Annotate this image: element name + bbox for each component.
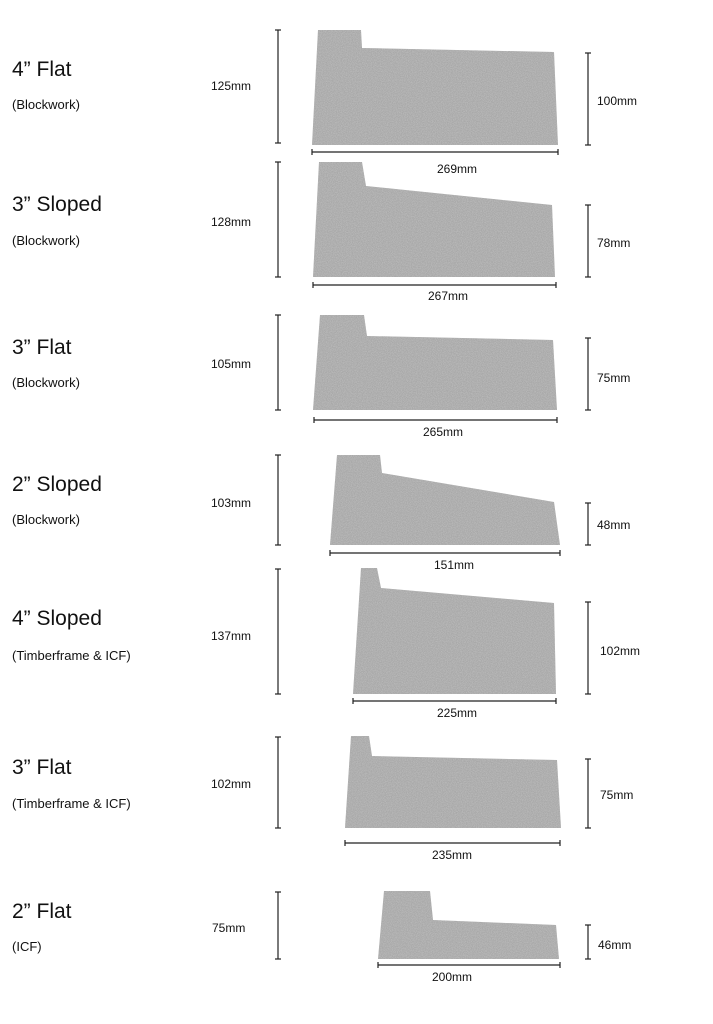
profile-subtitle: (ICF) xyxy=(12,939,42,954)
sill-profile-shape xyxy=(312,30,558,145)
left-height-label: 105mm xyxy=(211,357,252,371)
width-label: 265mm xyxy=(423,425,464,439)
profile-subtitle: (Blockwork) xyxy=(12,375,80,390)
profile-subtitle: (Timberframe & ICF) xyxy=(12,796,131,811)
sill-profile-shape xyxy=(378,891,559,959)
right-height-label: 48mm xyxy=(597,518,631,532)
profile-title: 4” Flat xyxy=(12,58,72,81)
sill-profile-shape xyxy=(330,455,560,545)
profile-subtitle: (Blockwork) xyxy=(12,512,80,527)
profile-title: 3” Flat xyxy=(12,336,72,359)
sill-profile-shape xyxy=(313,315,557,410)
width-label: 267mm xyxy=(428,289,469,303)
right-height-label: 102mm xyxy=(600,644,641,658)
left-height-label: 75mm xyxy=(212,921,246,935)
profile-subtitle: (Timberframe & ICF) xyxy=(12,648,131,663)
right-height-label: 75mm xyxy=(597,371,631,385)
profile-subtitle: (Blockwork) xyxy=(12,97,80,112)
width-label: 151mm xyxy=(434,558,475,572)
width-label: 235mm xyxy=(432,848,473,862)
width-label: 269mm xyxy=(437,162,478,176)
right-height-label: 46mm xyxy=(598,938,632,952)
profile-title: 4” Sloped xyxy=(12,607,102,630)
left-height-label: 137mm xyxy=(211,629,252,643)
sill-profile-shape xyxy=(313,162,555,277)
left-height-label: 128mm xyxy=(211,215,252,229)
left-height-label: 125mm xyxy=(211,79,252,93)
left-height-label: 103mm xyxy=(211,496,252,510)
right-height-label: 75mm xyxy=(600,788,634,802)
profile-title: 3” Sloped xyxy=(12,193,102,216)
sill-profile-shape xyxy=(345,736,561,828)
profile-title: 2” Flat xyxy=(12,900,72,923)
width-label: 200mm xyxy=(432,970,473,984)
left-height-label: 102mm xyxy=(211,777,252,791)
right-height-label: 100mm xyxy=(597,94,638,108)
width-label: 225mm xyxy=(437,706,478,720)
profile-title: 3” Flat xyxy=(12,756,72,779)
right-height-label: 78mm xyxy=(597,236,631,250)
sill-profile-shape xyxy=(353,568,556,694)
profile-title: 2” Sloped xyxy=(12,473,102,496)
profile-subtitle: (Blockwork) xyxy=(12,233,80,248)
